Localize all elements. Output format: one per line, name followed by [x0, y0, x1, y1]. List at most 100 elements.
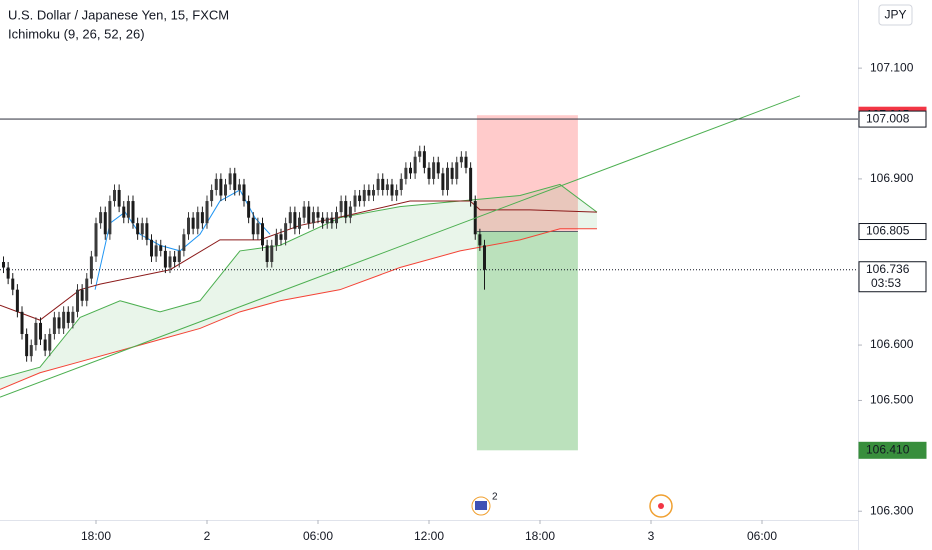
candle-body [385, 184, 389, 190]
candle-body [413, 156, 417, 174]
candle-body [29, 345, 33, 357]
candle-body [293, 212, 297, 229]
candle-body [422, 151, 426, 168]
candle-body [353, 195, 357, 207]
candle-body [399, 178, 403, 190]
candle-body [409, 167, 413, 174]
candle-body [321, 217, 325, 224]
candle-body [15, 289, 19, 312]
candle-body [80, 289, 84, 301]
candle-body [187, 217, 191, 235]
candle-body [89, 256, 93, 279]
candle-body [251, 217, 255, 235]
candle-body [200, 212, 204, 224]
candle-body [445, 167, 449, 190]
candle-body [376, 178, 380, 190]
candle-body [478, 234, 482, 246]
x-tick-label: 06:00 [303, 529, 333, 543]
candle-body [39, 322, 43, 340]
candle-body [196, 212, 200, 229]
candle-body [274, 234, 278, 246]
candle-body [233, 173, 237, 190]
candle-body [205, 201, 209, 224]
candle-body [247, 201, 251, 218]
candle-body [316, 212, 320, 218]
candle-body [131, 201, 135, 224]
candle-body [256, 223, 260, 235]
candle-body [298, 217, 302, 229]
y-tick-label: 106.900 [870, 171, 914, 185]
x-tick-label: 2 [204, 529, 211, 543]
candle-body [344, 201, 348, 218]
candle-body [34, 322, 38, 346]
x-tick-label: 18:00 [525, 529, 555, 543]
candle-body [25, 333, 29, 357]
candle-body [418, 151, 422, 157]
candle-body [108, 201, 112, 235]
event-dot [658, 503, 664, 509]
candle-body [469, 167, 473, 202]
price-label: 106.410 [866, 442, 910, 456]
currency-label[interactable]: JPY [884, 8, 906, 22]
candle-body [261, 223, 265, 246]
candle-body [168, 256, 172, 268]
candle-body [48, 333, 52, 351]
candle-body [6, 267, 10, 279]
price-label-box [858, 223, 927, 241]
candle-body [145, 223, 149, 240]
x-tick-label: 12:00 [414, 529, 444, 543]
price-label-box [858, 110, 927, 128]
candle-body [339, 201, 343, 213]
candle-body [99, 212, 103, 224]
candle-body [325, 217, 329, 224]
stop-zone [476, 115, 578, 232]
candle-body [455, 162, 459, 179]
candle-body [182, 234, 186, 251]
candle-body [66, 311, 70, 323]
candle-body [372, 189, 376, 196]
candle-body [219, 178, 223, 196]
candle-body [177, 250, 181, 262]
candle-body [390, 184, 394, 196]
candle-body [126, 201, 130, 218]
candle-body [367, 189, 371, 196]
candle-body [307, 206, 311, 224]
candle-body [279, 234, 283, 240]
candle-body [288, 212, 292, 224]
candle-body [432, 162, 436, 179]
leading-span-a [0, 183, 598, 379]
price-label-box [858, 261, 927, 293]
candle-body [113, 189, 117, 202]
candle-body [242, 184, 246, 202]
candle-body [71, 311, 75, 323]
y-tick-label: 106.500 [870, 393, 914, 407]
chart-title: U.S. Dollar / Japanese Yen, 15, FXCM [8, 7, 229, 22]
candle-body [150, 239, 154, 257]
leading-span-b [0, 228, 597, 390]
candle-body [265, 245, 269, 262]
candle-body [224, 184, 228, 196]
candle-body [381, 178, 385, 190]
candle-body [214, 178, 218, 190]
indicator-line [0, 200, 597, 321]
price-label: 106.805 [866, 224, 910, 238]
countdown: 03:53 [871, 276, 901, 290]
candle-body [43, 339, 47, 351]
currency-button[interactable] [878, 4, 913, 26]
candle-body [122, 206, 126, 218]
candle-body [362, 189, 366, 202]
candle-body [348, 206, 352, 218]
candle-body [358, 195, 362, 202]
candle-body [136, 223, 140, 235]
candle-body [482, 245, 486, 270]
indicator-label: Ichimoku (9, 26, 52, 26) [8, 26, 145, 41]
candle-body [270, 245, 274, 262]
candle-body [154, 245, 158, 257]
candle-body [2, 261, 6, 268]
price-label: 106.736 [866, 262, 910, 276]
event-flag [475, 501, 487, 510]
candle-body [163, 250, 167, 268]
trend-line [0, 95, 801, 398]
